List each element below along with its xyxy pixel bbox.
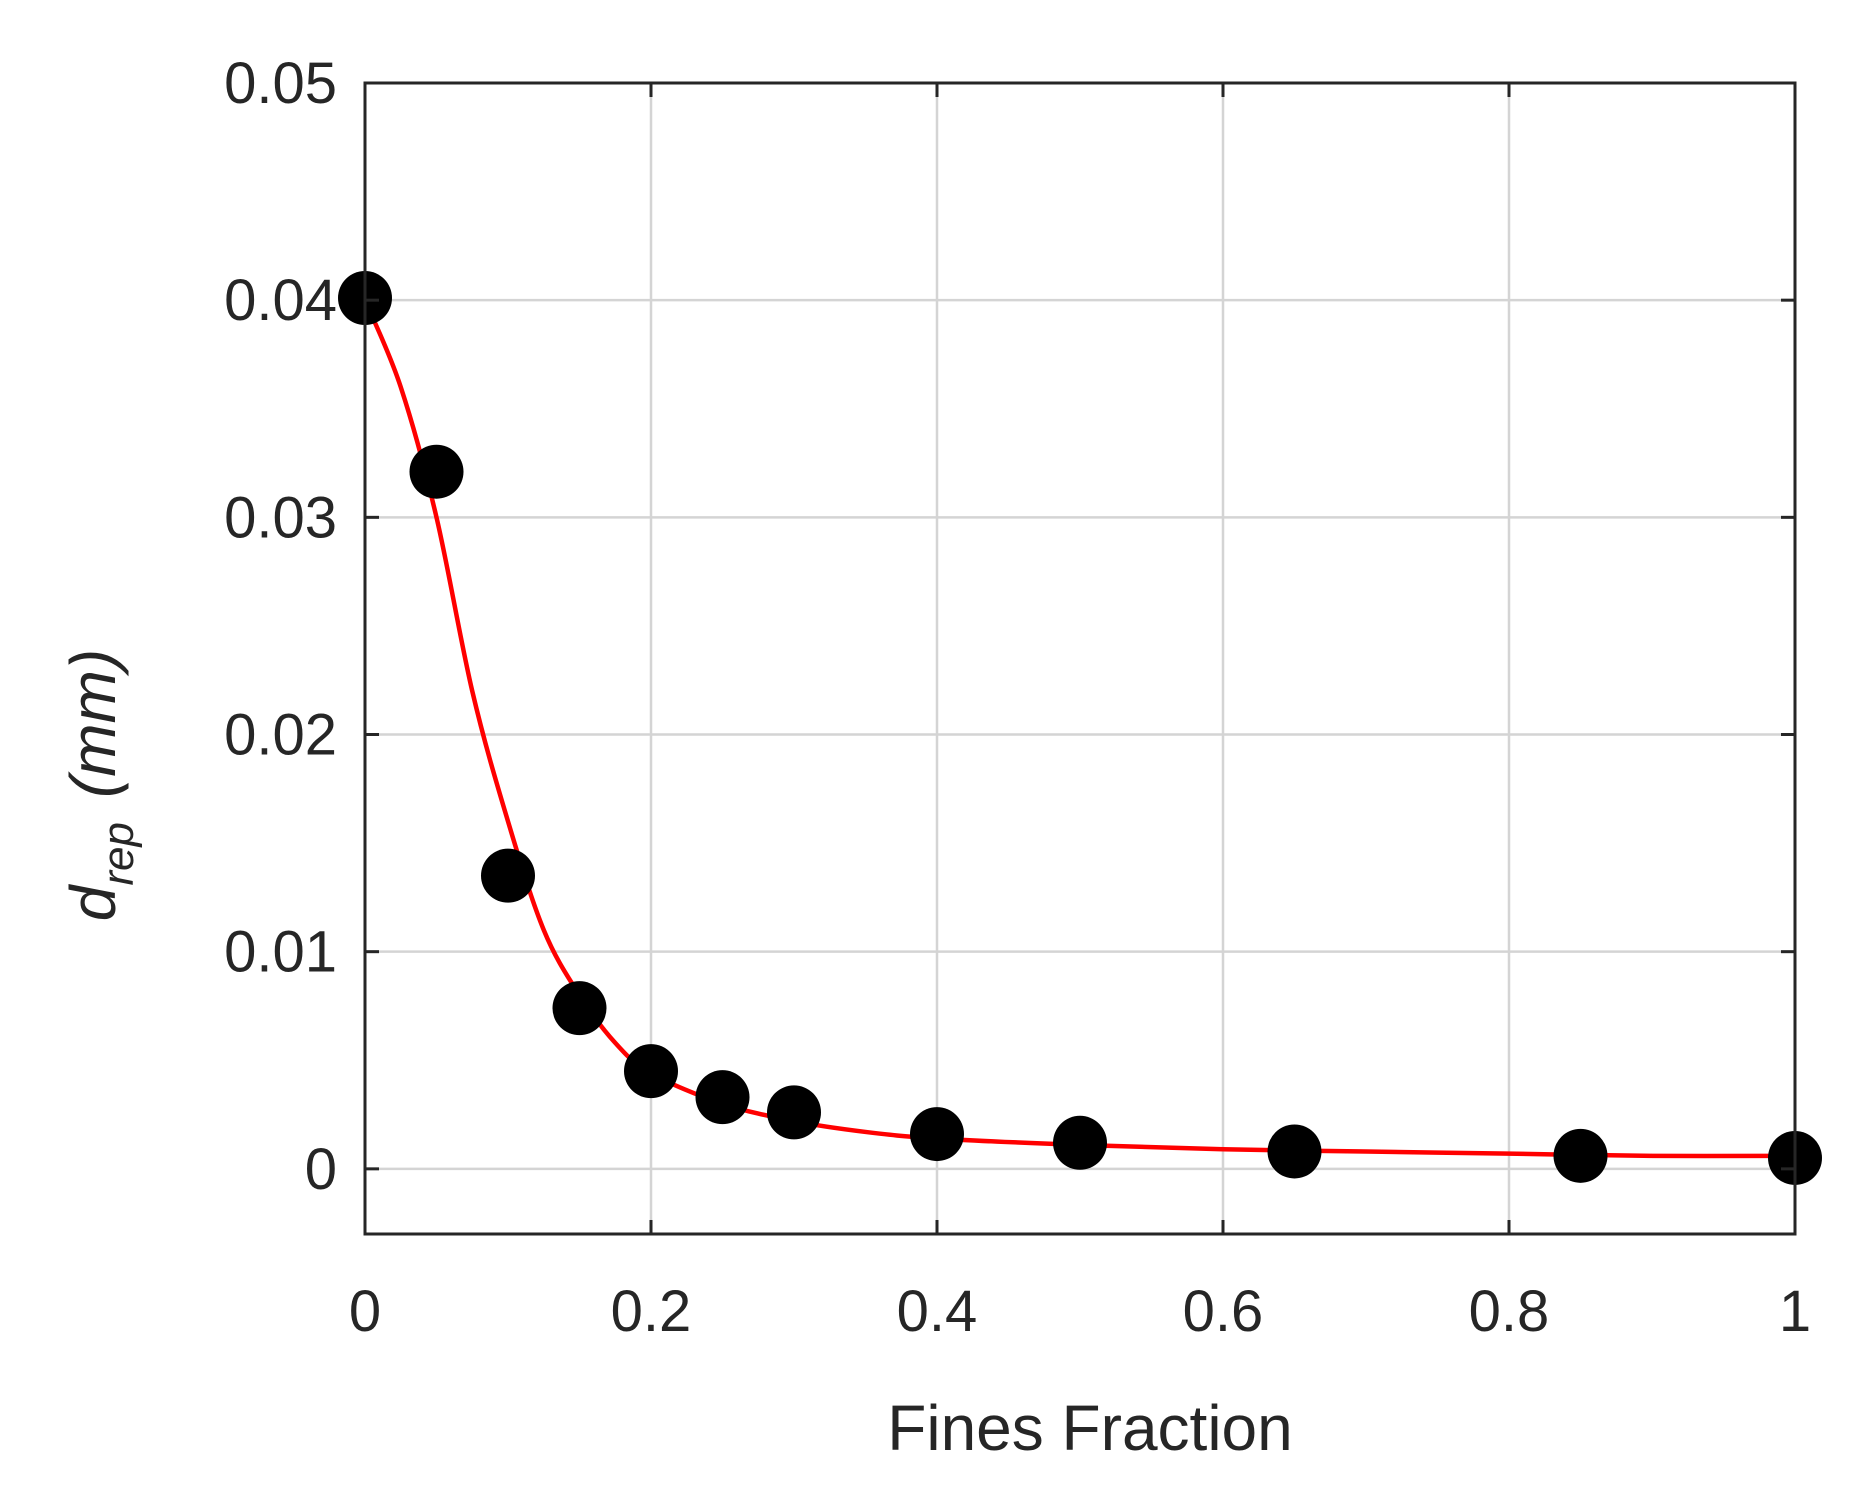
data-point — [552, 981, 607, 1036]
axes-frame — [363, 81, 1797, 1236]
y-tick-label: 0 — [305, 1137, 337, 1202]
data-point — [695, 1070, 750, 1125]
y-tick-label: 0.05 — [224, 51, 337, 116]
data-points-layer — [338, 270, 1822, 1185]
x-tick-label: 1 — [1779, 1279, 1811, 1344]
x-axis-label: Fines Fraction — [887, 1392, 1292, 1464]
plot-area — [365, 83, 1795, 1234]
y-axis-label-subscript: rep — [94, 822, 143, 886]
x-tick-label: 0.2 — [611, 1279, 692, 1344]
y-axis-label-main: d — [57, 883, 129, 921]
data-point — [767, 1085, 821, 1140]
y-tick-label: 0.01 — [224, 920, 337, 985]
x-tick-label: 0.8 — [1469, 1279, 1550, 1344]
data-point — [624, 1044, 678, 1099]
data-point — [910, 1107, 964, 1162]
y-tick-label: 0.04 — [224, 268, 337, 333]
data-point — [1053, 1115, 1107, 1170]
data-point — [409, 444, 464, 499]
x-tick-label: 0.4 — [897, 1279, 978, 1344]
data-point — [1553, 1128, 1608, 1183]
data-point — [481, 848, 535, 903]
x-tick-label: 0.6 — [1183, 1279, 1264, 1344]
grid-lines — [365, 83, 1795, 1234]
x-tick-label: 0 — [349, 1279, 381, 1344]
x-tick-labels: 0 0.2 0.4 0.6 0.8 1 — [349, 1279, 1811, 1344]
y-tick-labels: 0 0.01 0.02 0.03 0.04 0.05 — [224, 51, 337, 1202]
y-tick-label: 0.03 — [224, 485, 337, 550]
plot-border — [363, 81, 1797, 1236]
y-tick-label: 0.02 — [224, 703, 337, 768]
y-axis-label-units: (mm) — [57, 649, 129, 798]
data-point — [1267, 1124, 1322, 1179]
y-axis-label: drep (mm) — [57, 649, 143, 921]
